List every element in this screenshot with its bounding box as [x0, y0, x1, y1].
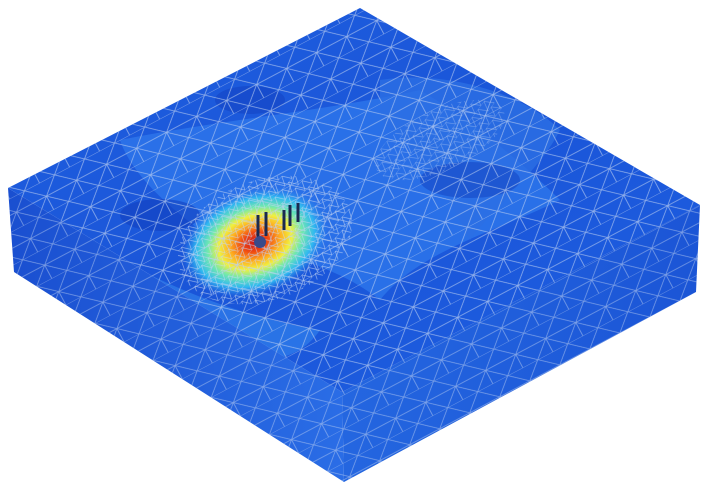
pile-cap [254, 236, 266, 248]
fem-render [0, 0, 706, 491]
page [0, 0, 706, 491]
